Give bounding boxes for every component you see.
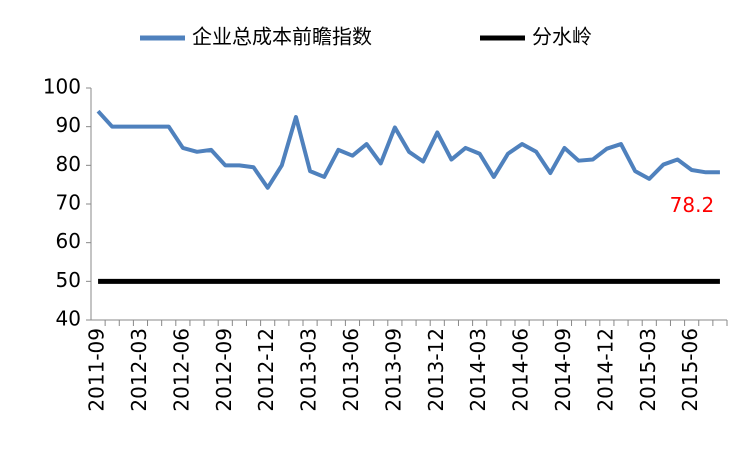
legend-label: 分水岭: [532, 25, 592, 49]
x-tick-label: 2013-03: [297, 328, 321, 412]
y-tick-label: 100: [43, 75, 81, 99]
y-tick-label: 90: [56, 113, 81, 137]
legend-label: 企业总成本前瞻指数: [192, 25, 372, 49]
series-line: [96, 109, 720, 190]
y-tick-label: 80: [56, 152, 81, 176]
x-tick-label: 2015-06: [678, 328, 702, 412]
x-tick-label: 2014-12: [593, 328, 617, 412]
y-tick-label: 60: [56, 229, 81, 253]
x-tick-label: 2011-09: [85, 328, 109, 412]
x-tick-label: 2013-12: [424, 328, 448, 412]
y-tick-label: 50: [56, 268, 81, 292]
x-tick-label: 2014-09: [551, 328, 575, 412]
y-tick-label: 40: [56, 307, 81, 331]
y-tick-label: 70: [56, 191, 81, 215]
x-tick-label: 2014-06: [509, 328, 533, 412]
x-tick-label: 2013-09: [381, 328, 405, 412]
x-tick-label: 2012-12: [254, 328, 278, 412]
x-tick-label: 2014-03: [466, 328, 490, 412]
x-tick-label: 2015-03: [636, 328, 660, 412]
data-label: 78.2: [670, 193, 715, 217]
x-tick-label: 2012-03: [127, 328, 151, 412]
x-tick-label: 2013-06: [339, 328, 363, 412]
x-tick-label: 2012-06: [169, 328, 193, 412]
x-tick-label: 2012-09: [212, 328, 236, 412]
